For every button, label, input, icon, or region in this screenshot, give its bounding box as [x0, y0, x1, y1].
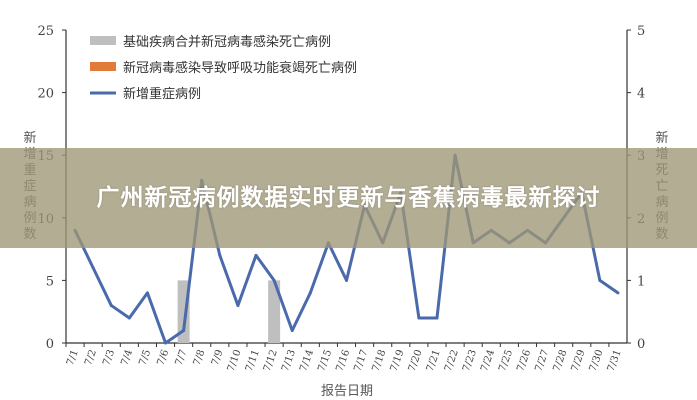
x-tick-label: 7/12 — [262, 348, 280, 373]
bars — [177, 280, 281, 343]
x-tick-label: 7/23 — [461, 348, 479, 373]
x-tick-label: 7/17 — [352, 348, 370, 373]
right-tick-label: 4 — [637, 87, 645, 102]
title-banner: 广州新冠病例数据实时更新与香蕉病毒最新探讨 — [0, 148, 697, 248]
x-tick-label: 7/2 — [83, 348, 99, 367]
x-tick-label: 7/6 — [156, 348, 172, 367]
line-point — [182, 328, 186, 332]
y2-axis-label-char: 新 — [655, 130, 668, 146]
x-tick-label: 7/14 — [298, 348, 316, 373]
left-tick-label: 20 — [37, 87, 54, 102]
x-tick-label: 7/29 — [570, 348, 588, 373]
line-point — [236, 303, 240, 307]
x-tick-label: 7/1 — [65, 348, 81, 367]
right-tick-label: 1 — [637, 274, 645, 289]
legend-label: 新增重症病例 — [123, 86, 201, 102]
x-tick-label: 7/4 — [119, 348, 135, 367]
legend-swatch — [90, 36, 116, 45]
x-tick-label: 7/21 — [425, 348, 443, 373]
line-point — [272, 278, 276, 282]
x-tick-label: 7/26 — [515, 348, 533, 373]
left-tick-label: 0 — [46, 337, 54, 352]
legend-swatch — [90, 62, 116, 71]
legend-label: 新冠病毒感染导致呼吸功能衰竭死亡病例 — [123, 60, 357, 76]
y-axis-label-char: 新 — [23, 130, 36, 146]
x-tick-label: 7/11 — [244, 348, 262, 373]
line-point — [308, 291, 312, 295]
x-tick-label: 7/5 — [137, 348, 153, 367]
x-tick-label: 7/7 — [174, 348, 190, 367]
x-tick-label: 7/8 — [192, 348, 208, 367]
x-tick-label: 7/10 — [226, 348, 244, 373]
x-tick-label: 7/28 — [551, 348, 569, 373]
x-tick-label: 7/22 — [443, 348, 461, 373]
x-axis-label: 报告日期 — [321, 384, 373, 399]
legend-label: 基础疾病合并新冠病毒感染死亡病例 — [123, 34, 331, 50]
left-tick-label: 25 — [37, 24, 54, 39]
banner-title: 广州新冠病例数据实时更新与香蕉病毒最新探讨 — [96, 185, 601, 211]
x-tick-label: 7/25 — [497, 348, 515, 373]
line-point — [417, 316, 421, 320]
x-tick-label: 7/30 — [588, 348, 606, 373]
x-tick-label: 7/19 — [389, 348, 407, 373]
x-tick-label: 7/3 — [101, 348, 117, 367]
x-tick-label: 7/24 — [479, 348, 497, 373]
bar — [268, 280, 281, 343]
line-point — [127, 316, 131, 320]
line-point — [218, 253, 222, 257]
line-point — [345, 278, 348, 282]
x-tick-label: 7/9 — [210, 348, 226, 367]
line-point — [145, 291, 149, 295]
line-point — [598, 278, 602, 282]
line-point — [616, 291, 620, 295]
x-tick-label: 7/13 — [280, 348, 298, 373]
x-tick-label: 7/27 — [533, 348, 551, 373]
x-tick-label: 7/20 — [407, 348, 425, 373]
x-tick-label: 7/15 — [316, 348, 334, 373]
line-point — [164, 341, 168, 345]
line-point — [109, 303, 113, 307]
line-point — [435, 316, 439, 320]
line-point — [290, 328, 294, 332]
left-tick-label: 5 — [46, 274, 54, 289]
line-point — [254, 253, 258, 257]
right-tick-label: 5 — [637, 24, 645, 39]
x-tick-label: 7/18 — [370, 348, 388, 373]
x-tick-label: 7/16 — [334, 348, 352, 373]
line-point — [91, 266, 95, 270]
x-tick-label: 7/31 — [606, 348, 624, 373]
right-tick-label: 0 — [637, 337, 645, 352]
